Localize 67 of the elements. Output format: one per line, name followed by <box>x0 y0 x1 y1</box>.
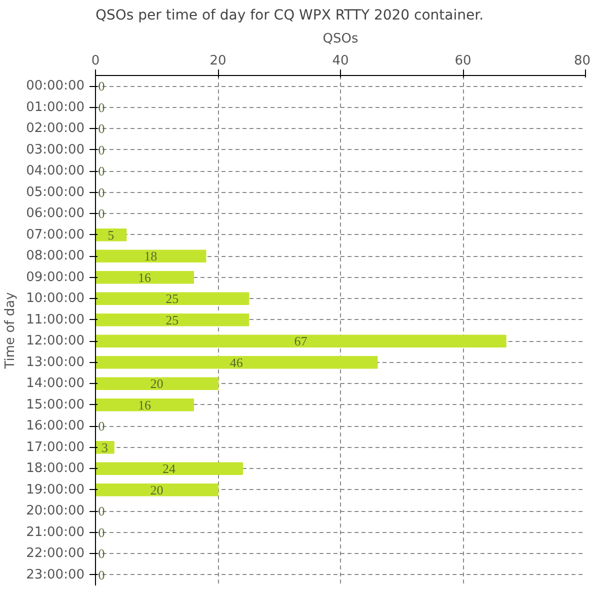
y-tick-label: 07:00:00 <box>26 227 85 242</box>
bar <box>96 398 194 412</box>
bar <box>96 377 218 390</box>
bar <box>96 292 250 305</box>
y-tick-label: 00:00:00 <box>26 78 85 94</box>
x-axis-title: QSOs <box>322 32 358 46</box>
data-label: 0 <box>98 504 105 519</box>
y-axis-title: Time of day <box>3 292 18 370</box>
y-tick-label: 14:00:00 <box>26 376 85 392</box>
y-tick-label: 20:00:00 <box>26 504 85 519</box>
data-label: 24 <box>162 461 176 476</box>
data-label: 0 <box>98 121 105 136</box>
y-tick-label: 02:00:00 <box>26 121 85 136</box>
data-label: 0 <box>98 164 105 179</box>
y-tick-label: 16:00:00 <box>26 418 85 434</box>
x-tick-label: 0 <box>91 54 100 68</box>
y-tick-label: 23:00:00 <box>26 567 85 582</box>
x-tick-label: 60 <box>454 54 472 68</box>
y-tick-label: 22:00:00 <box>26 546 85 562</box>
y-tick-label: 09:00:00 <box>26 270 85 285</box>
x-tick-label: 40 <box>332 54 349 68</box>
bar <box>96 228 127 242</box>
y-tick-label: 17:00:00 <box>26 440 85 455</box>
data-label: 0 <box>98 78 105 94</box>
bar <box>96 356 378 369</box>
y-tick-label: 21:00:00 <box>26 524 85 540</box>
data-label: 0 <box>98 142 105 158</box>
data-label: 0 <box>98 184 105 200</box>
data-label: 25 <box>166 291 179 306</box>
data-label: 5 <box>108 227 114 242</box>
y-tick-label: 12:00:00 <box>26 334 85 349</box>
data-label: 16 <box>138 270 152 285</box>
bar <box>96 314 250 326</box>
y-tick-label: 03:00:00 <box>26 142 85 158</box>
data-label: 3 <box>101 440 108 455</box>
bar <box>96 462 243 475</box>
bar <box>96 250 206 262</box>
y-tick-label: 05:00:00 <box>26 184 85 200</box>
y-tick-label: 13:00:00 <box>26 354 85 370</box>
y-tick-label: 10:00:00 <box>26 291 85 306</box>
data-label: 0 <box>98 206 105 222</box>
data-label: 67 <box>294 334 308 349</box>
y-tick-label: 06:00:00 <box>26 206 85 222</box>
chart-title: QSOs per time of day for CQ WPX RTTY 2020 container. <box>96 8 484 24</box>
data-label: 20 <box>150 482 164 498</box>
data-label: 0 <box>98 546 105 562</box>
y-tick-label: 19:00:00 <box>26 482 85 498</box>
y-tick-label: 15:00:00 <box>26 397 85 412</box>
bar <box>96 484 218 496</box>
x-tick-label: 80 <box>574 54 591 68</box>
data-label: 0 <box>98 524 105 540</box>
bar <box>96 334 506 348</box>
y-tick-label: 04:00:00 <box>26 164 85 179</box>
data-label: 20 <box>150 376 164 392</box>
data-label: 16 <box>138 397 152 412</box>
bar <box>96 271 194 284</box>
y-tick-label: 18:00:00 <box>26 461 85 476</box>
data-label: 46 <box>230 354 244 370</box>
data-label: 25 <box>166 312 179 328</box>
data-label: 18 <box>144 248 158 264</box>
y-tick-label: 08:00:00 <box>26 248 85 264</box>
y-tick-label: 11:00:00 <box>26 312 85 328</box>
y-tick-label: 01:00:00 <box>26 100 85 115</box>
data-label: 0 <box>98 567 105 582</box>
data-label: 0 <box>98 100 105 115</box>
data-label: 0 <box>98 418 105 434</box>
x-tick-label: 20 <box>210 54 226 68</box>
